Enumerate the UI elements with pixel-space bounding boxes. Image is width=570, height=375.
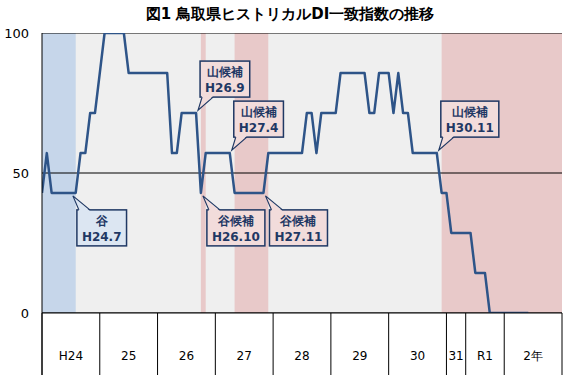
- annotation: 山候補 H30.11: [439, 101, 499, 150]
- annotation-date: H26.9: [205, 81, 245, 95]
- x-tick-label: 31: [448, 349, 463, 363]
- x-tick-label: 28: [294, 349, 309, 363]
- title: 図1 鳥取県ヒストリカルDI一致指数の推移: [146, 5, 435, 23]
- annotation: 谷候補 H27.11: [265, 196, 327, 246]
- annotation-pointer: [198, 96, 213, 110]
- annotation-pointer: [73, 196, 90, 211]
- x-axis-line: [42, 313, 562, 314]
- annotation-pointer: [439, 136, 454, 150]
- chart: 図1 鳥取県ヒストリカルDI一致指数の推移 0 50 100 H24 25 26 27 28 29…: [0, 0, 570, 375]
- year-separator: [99, 313, 100, 375]
- x-tick-label: 2年: [523, 349, 543, 363]
- year-separator: [157, 313, 158, 375]
- y-tick-label: 50: [12, 166, 29, 181]
- annotation-pointer-edge: [265, 196, 282, 210]
- annotation-date: H27.11: [274, 230, 322, 244]
- annotation: 山候補 H27.4: [232, 101, 284, 150]
- annotation-pointer: [203, 196, 220, 211]
- year-separator: [330, 313, 331, 375]
- annotation-box: [234, 101, 284, 137]
- annotation-label: 山候補: [452, 105, 488, 119]
- x-tick-label: R1: [477, 349, 493, 363]
- annotation-pointer-edge: [203, 196, 220, 210]
- annotation-label: 谷候補: [279, 214, 316, 228]
- annotation-label: 山候補: [241, 105, 277, 119]
- annotation-box: [77, 210, 127, 246]
- annotation-box: [200, 61, 250, 97]
- di-line: [42, 33, 528, 313]
- year-separator: [504, 313, 505, 375]
- year-separator: [273, 313, 274, 375]
- grid-line: [42, 312, 562, 313]
- y-axis-line: [42, 33, 43, 375]
- annotation-pointer-edge: [73, 196, 90, 210]
- annotation: 谷候補 H26.10: [203, 196, 265, 246]
- annotation-label: 谷候補: [217, 214, 254, 228]
- annotation-pointer-edge: [232, 137, 247, 150]
- annotation-label: 谷: [95, 214, 109, 228]
- annotation-date: H27.4: [239, 121, 279, 135]
- annotation-pointer: [265, 196, 282, 211]
- y-tick-label: 100: [4, 26, 29, 41]
- annotation-box: [207, 210, 265, 246]
- plot-background: [42, 33, 562, 313]
- annotation-pointer-edge: [439, 137, 454, 150]
- annotation-date: H30.11: [446, 121, 494, 135]
- x-tick-label: 27: [237, 349, 252, 363]
- year-separator: [42, 313, 43, 375]
- y-tick-label: 0: [21, 306, 29, 321]
- x-tick-label: 26: [179, 349, 194, 363]
- annotation-date: H26.10: [212, 230, 260, 244]
- x-tick-label: 30: [410, 349, 425, 363]
- grid-line: [42, 172, 562, 173]
- annotation-box: [441, 101, 499, 137]
- annotation-pointer: [232, 136, 247, 150]
- x-tick-label: 25: [121, 349, 136, 363]
- x-tick-label: H24: [59, 349, 83, 363]
- annotation: 谷 H24.7: [73, 196, 127, 246]
- year-separator: [215, 313, 216, 375]
- annotation-pointer-edge: [198, 97, 213, 110]
- year-separator: [446, 313, 447, 375]
- x-tick-label: 29: [352, 349, 367, 363]
- annotation-box: [269, 210, 327, 246]
- annotation-label: 山候補: [207, 65, 243, 79]
- year-separator: [465, 313, 466, 375]
- year-separator: [562, 313, 563, 375]
- year-separator: [388, 313, 389, 375]
- annotation-date: H24.7: [82, 230, 122, 244]
- plot-area: [42, 33, 562, 313]
